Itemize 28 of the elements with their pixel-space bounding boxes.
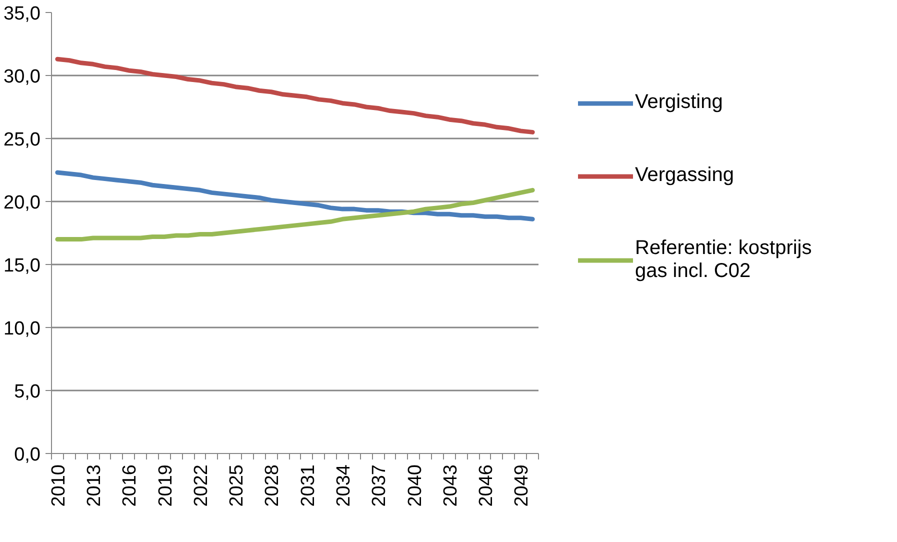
y-tick-label: 30,0 [4, 66, 41, 88]
y-tick-label: 35,0 [4, 4, 41, 24]
y-tick-label: 5,0 [14, 382, 41, 402]
x-tick-label: 2031 [298, 464, 319, 507]
legend-label: Vergisting [635, 91, 723, 114]
x-tick-label: 2037 [369, 464, 390, 507]
x-tick-label: 2013 [84, 464, 106, 507]
x-tick-label: 2028 [262, 464, 284, 507]
legend-label: Vergassing [635, 164, 734, 187]
x-tick-label: 2040 [404, 464, 426, 507]
y-tick-label: 10,0 [4, 318, 41, 340]
x-tick-label: 2022 [190, 464, 212, 507]
x-tick-label: 2046 [476, 464, 498, 507]
x-tick-label: 2010 [48, 464, 70, 507]
line-series [55, 188, 535, 242]
x-tick-label: 2019 [155, 464, 176, 507]
y-tick-label: 20,0 [4, 192, 41, 214]
line-series [55, 56, 535, 134]
y-tick-label: 0,0 [14, 444, 41, 466]
y-tick-label: 25,0 [4, 130, 41, 150]
x-tick-label: 2016 [120, 464, 141, 507]
line-series [55, 170, 535, 222]
x-tick-label: 2043 [440, 464, 462, 507]
x-tick-label: 2025 [226, 464, 248, 507]
x-tick-label: 2049 [512, 464, 533, 507]
x-tick-label: 2034 [334, 464, 355, 507]
y-tick-label: 15,0 [4, 256, 41, 276]
legend-label: Referentie: kostprijs gas incl. C02 [635, 237, 812, 283]
